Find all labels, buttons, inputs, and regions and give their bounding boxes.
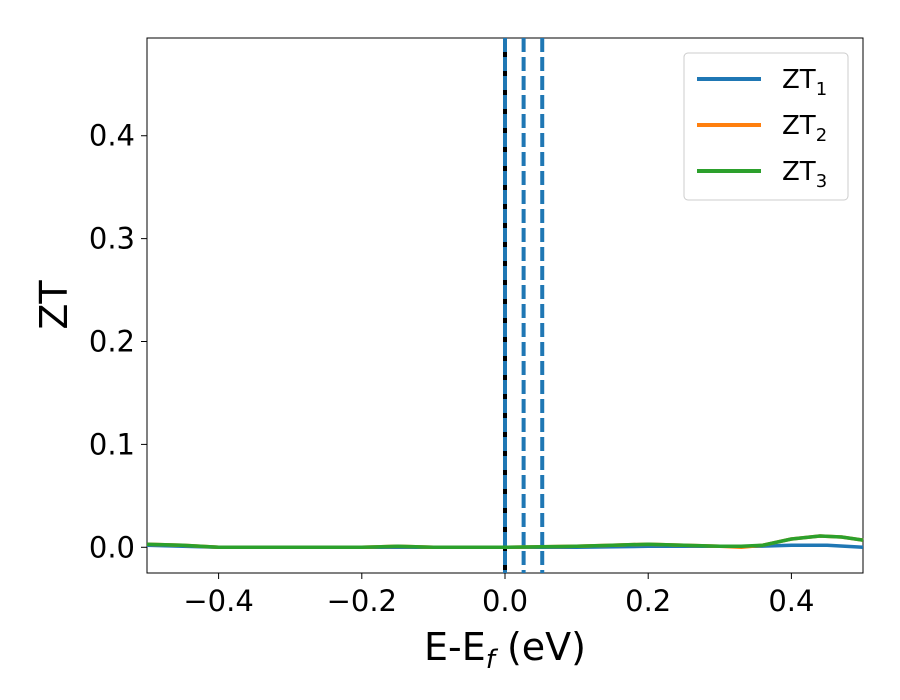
legend: ZT1 ZT2 ZT3 [683, 52, 849, 201]
y-tick-label: 0.4 [89, 119, 135, 153]
y-tick-label: 0.2 [89, 325, 135, 359]
x-axis-ticks: −0.4 −0.2 0.0 0.2 0.4 [183, 573, 814, 618]
x-tick-label: −0.4 [183, 584, 253, 618]
reference-vertical-lines [503, 38, 545, 573]
x-tick-label: −0.2 [327, 584, 397, 618]
x-tick-label: 0.0 [482, 584, 528, 618]
legend-label-2: ZT2 [782, 111, 827, 146]
y-axis-label: ZT [32, 280, 76, 330]
series-line-3 [146, 534, 864, 550]
x-axis-label: E-Ef (eV) [424, 625, 586, 675]
x-tick-label: 0.2 [625, 584, 671, 618]
x-tick-label: 0.4 [768, 584, 814, 618]
series-lines [146, 534, 864, 550]
y-axis-ticks: 0.0 0.1 0.2 0.3 0.4 [89, 119, 147, 564]
legend-label-3: ZT3 [782, 157, 827, 192]
legend-label-1: ZT1 [782, 65, 827, 100]
y-tick-label: 0.0 [89, 530, 135, 564]
y-tick-label: 0.1 [89, 427, 135, 461]
y-tick-label: 0.3 [89, 222, 135, 256]
legend-box [683, 52, 849, 201]
